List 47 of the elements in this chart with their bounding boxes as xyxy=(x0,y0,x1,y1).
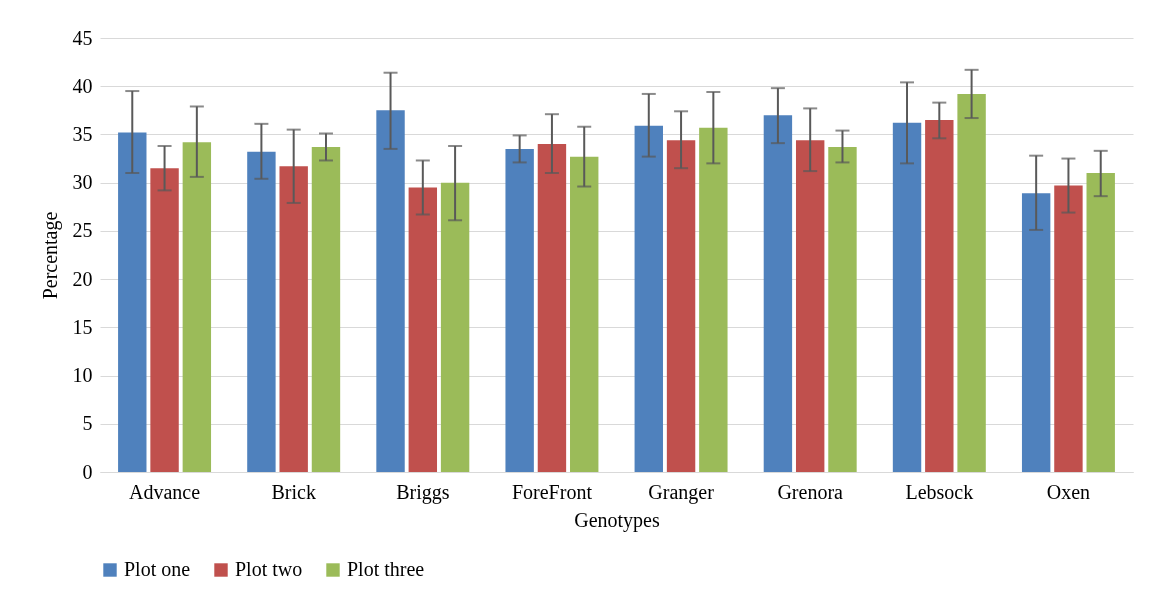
bar xyxy=(537,144,567,472)
bar xyxy=(828,146,857,472)
y-tick-label: 45 xyxy=(72,26,93,49)
y-axis-title: Percentage xyxy=(38,211,62,300)
bar xyxy=(150,168,179,472)
bar xyxy=(925,119,954,472)
legend-label: Plot three xyxy=(347,558,425,580)
x-tick-label: Brick xyxy=(271,480,316,503)
y-tick-label: 20 xyxy=(72,267,93,290)
y-tick-label: 30 xyxy=(72,171,93,194)
y-tick-label: 5 xyxy=(82,412,93,435)
y-tick-label: 40 xyxy=(72,74,93,97)
y-tick-label: 35 xyxy=(72,122,93,145)
bar xyxy=(1054,185,1083,472)
x-tick-label: Lebsock xyxy=(905,480,974,503)
bar xyxy=(795,140,825,472)
bar xyxy=(666,140,696,472)
bar xyxy=(957,93,986,472)
bar xyxy=(311,146,341,472)
y-tick-label: 0 xyxy=(82,460,93,483)
bar xyxy=(247,151,276,472)
x-tick-label: Oxen xyxy=(1046,480,1091,503)
bar xyxy=(634,125,663,472)
bar xyxy=(1021,193,1051,472)
bar xyxy=(376,110,405,472)
bar xyxy=(505,148,534,472)
x-tick-label: Grenora xyxy=(777,480,844,503)
bar xyxy=(440,182,470,472)
legend-label: Plot one xyxy=(124,558,191,580)
x-tick-label: ForeFront xyxy=(511,480,593,503)
x-axis-title: Genotypes xyxy=(574,508,660,532)
y-tick-label: 15 xyxy=(72,315,93,338)
bar xyxy=(892,122,922,472)
y-tick-label: 10 xyxy=(72,364,93,387)
bar xyxy=(408,187,438,472)
bar xyxy=(118,132,147,472)
x-tick-label: Briggs xyxy=(396,480,450,504)
bar xyxy=(570,156,599,472)
legend-label: Plot two xyxy=(235,558,303,580)
bar xyxy=(182,142,212,472)
bar xyxy=(1086,173,1115,472)
x-tick-label: Granger xyxy=(648,480,715,504)
bar xyxy=(699,127,728,472)
bar xyxy=(763,115,793,472)
x-tick-label: Advance xyxy=(129,480,201,503)
bar xyxy=(279,166,308,472)
y-tick-label: 25 xyxy=(72,219,93,242)
